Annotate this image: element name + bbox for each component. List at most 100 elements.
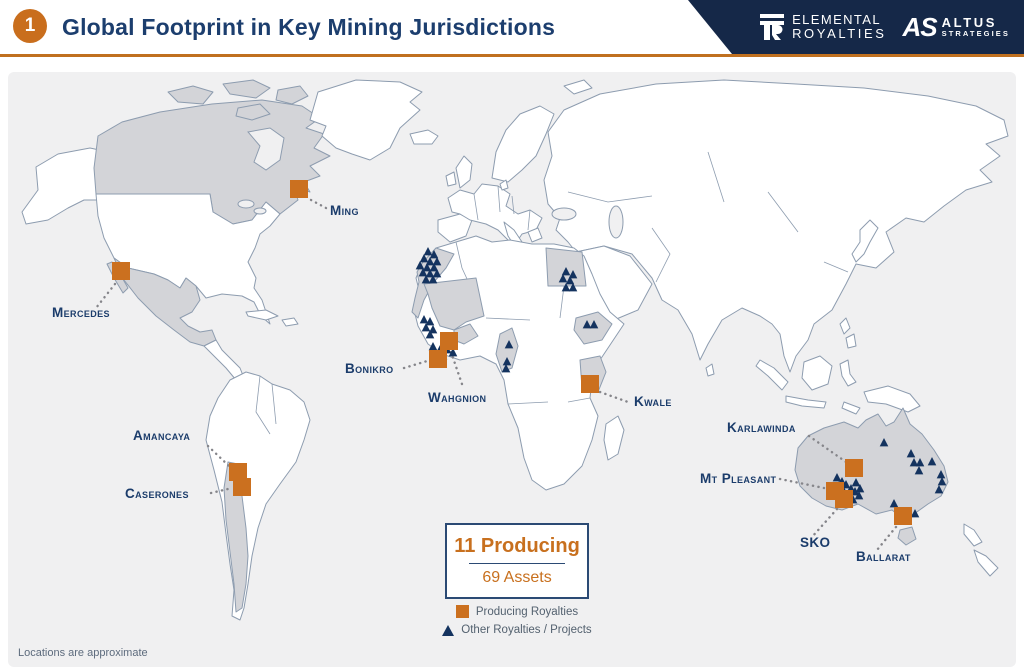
- leader-line: [94, 282, 117, 310]
- project-marker-icon: [501, 364, 511, 373]
- project-marker-icon: [934, 485, 944, 494]
- site-label-bonikro: Bonikro: [345, 361, 394, 376]
- project-marker-icon: [914, 466, 924, 475]
- landmass-nz-south: [973, 549, 999, 577]
- hudson-bay: [247, 127, 285, 171]
- project-marker-icon: [851, 478, 861, 487]
- leader-line: [810, 507, 839, 539]
- project-marker-icon: [425, 317, 435, 326]
- landmass-greenland: [309, 79, 423, 161]
- project-marker-icon: [419, 254, 429, 263]
- map-panel: Ming Mercedes Bonikro Wahgnion Kwale Amancaya…: [8, 72, 1016, 667]
- producing-marker-bonikro: [429, 350, 447, 368]
- project-marker-icon: [879, 438, 889, 447]
- altus-logo-line2: STRATEGIES: [941, 28, 1010, 38]
- project-marker-icon: [432, 269, 442, 278]
- leader-line: [402, 359, 429, 370]
- project-marker-icon: [906, 449, 916, 458]
- project-marker-icon: [448, 348, 458, 357]
- project-marker-icon: [425, 269, 435, 278]
- project-marker-icon: [561, 267, 571, 276]
- leader-line: [449, 350, 465, 389]
- site-label-mercedes: Mercedes: [52, 305, 110, 320]
- landmass-sumatra: [755, 359, 789, 391]
- producing-count: 11 Producing: [454, 535, 580, 557]
- other-royalty-triangle-icon: [442, 624, 455, 636]
- project-marker-icon: [568, 283, 578, 292]
- landmass-madagascar: [603, 415, 625, 461]
- producing-marker-wahgnion: [440, 332, 458, 350]
- landmass-cameroon: [495, 327, 519, 373]
- landmass-tasmania: [897, 526, 917, 546]
- elemental-logo-line2: ROYALTIES: [792, 26, 887, 41]
- landmass-britain: [455, 155, 473, 189]
- landmass-iceland: [409, 129, 439, 145]
- landmass-java: [785, 395, 827, 409]
- border-asia: [567, 151, 849, 283]
- world-map: Ming Mercedes Bonikro Wahgnion Kwale Amancaya…: [21, 79, 1009, 621]
- leader-line: [778, 477, 826, 490]
- arctic-island: [222, 79, 271, 99]
- landmass-sri-lanka: [705, 363, 715, 377]
- project-marker-icon: [909, 458, 919, 467]
- caspian-sea: [608, 205, 624, 239]
- stats-divider: [469, 563, 565, 564]
- project-marker-icon: [582, 320, 592, 329]
- project-marker-icon: [422, 263, 432, 272]
- site-label-karlawinda: Karlawinda: [727, 420, 796, 435]
- project-marker-icon: [558, 274, 568, 283]
- project-marker-icon: [561, 283, 571, 292]
- legend-producing-row: Producing Royalties: [455, 605, 579, 618]
- great-lake: [253, 207, 267, 215]
- project-marker-icon: [423, 247, 433, 256]
- site-label-mt-pleasant: Mt Pleasant: [700, 471, 777, 486]
- project-marker-icon: [504, 340, 514, 349]
- legend-other-label: Other Royalties / Projects: [461, 624, 592, 636]
- landmass-philippines: [839, 317, 851, 335]
- landmass-sulawesi: [839, 359, 857, 387]
- landmass-denmark: [499, 179, 509, 191]
- landmass-greece: [527, 227, 543, 243]
- landmass-central-america: [203, 339, 245, 381]
- altus-strategies-logo: AS ALTUS STRATEGIES: [903, 12, 1011, 43]
- project-marker-icon: [428, 275, 438, 284]
- marker-layer: Ming Mercedes Bonikro Wahgnion Kwale Amancaya…: [52, 180, 947, 564]
- black-sea: [551, 207, 577, 221]
- arctic-island: [235, 103, 271, 121]
- producing-marker-sko: [835, 490, 853, 508]
- site-label-kwale: Kwale: [634, 394, 672, 409]
- border-europe: [473, 185, 531, 231]
- project-marker-icon: [415, 261, 425, 270]
- project-marker-icon: [927, 457, 937, 466]
- landmass-nz-north: [963, 523, 983, 547]
- logo-band: ELEMENTAL ROYALTIES AS ALTUS STRATEGIES: [688, 0, 1024, 54]
- leader-line: [875, 525, 898, 552]
- elemental-logo-line1: ELEMENTAL: [792, 12, 881, 28]
- producing-marker-amancaya: [229, 463, 247, 481]
- slide-number-badge: 1: [13, 9, 47, 43]
- producing-royalty-square-icon: [455, 605, 469, 618]
- landmass-mexico: [113, 257, 217, 347]
- legend-producing-label: Producing Royalties: [475, 605, 579, 618]
- project-marker-icon: [432, 257, 442, 266]
- border-africa: [455, 241, 591, 405]
- project-marker-icon: [425, 330, 435, 339]
- producing-marker-ming: [290, 180, 308, 198]
- leader-line: [598, 390, 630, 404]
- landmass-australia: [794, 407, 949, 519]
- altus-logo-line1: ALTUS: [941, 15, 997, 31]
- producing-marker-mercedes: [112, 262, 130, 280]
- landmass-hispaniola: [281, 317, 299, 327]
- legend: Producing Royalties Other Royalties / Pr…: [392, 605, 642, 636]
- landmass-south-america: [205, 371, 311, 621]
- landmass-philippines: [845, 333, 857, 349]
- altus-monogram-icon: AS: [902, 11, 938, 42]
- project-marker-icon: [565, 276, 575, 285]
- site-label-sko: SKO: [800, 535, 830, 550]
- project-marker-icon: [429, 263, 439, 272]
- assets-count: 69 Assets: [482, 569, 552, 586]
- stats-box: 11 Producing 69 Assets: [445, 523, 589, 599]
- project-marker-icon: [418, 268, 428, 277]
- landmass-asia: [543, 79, 1009, 373]
